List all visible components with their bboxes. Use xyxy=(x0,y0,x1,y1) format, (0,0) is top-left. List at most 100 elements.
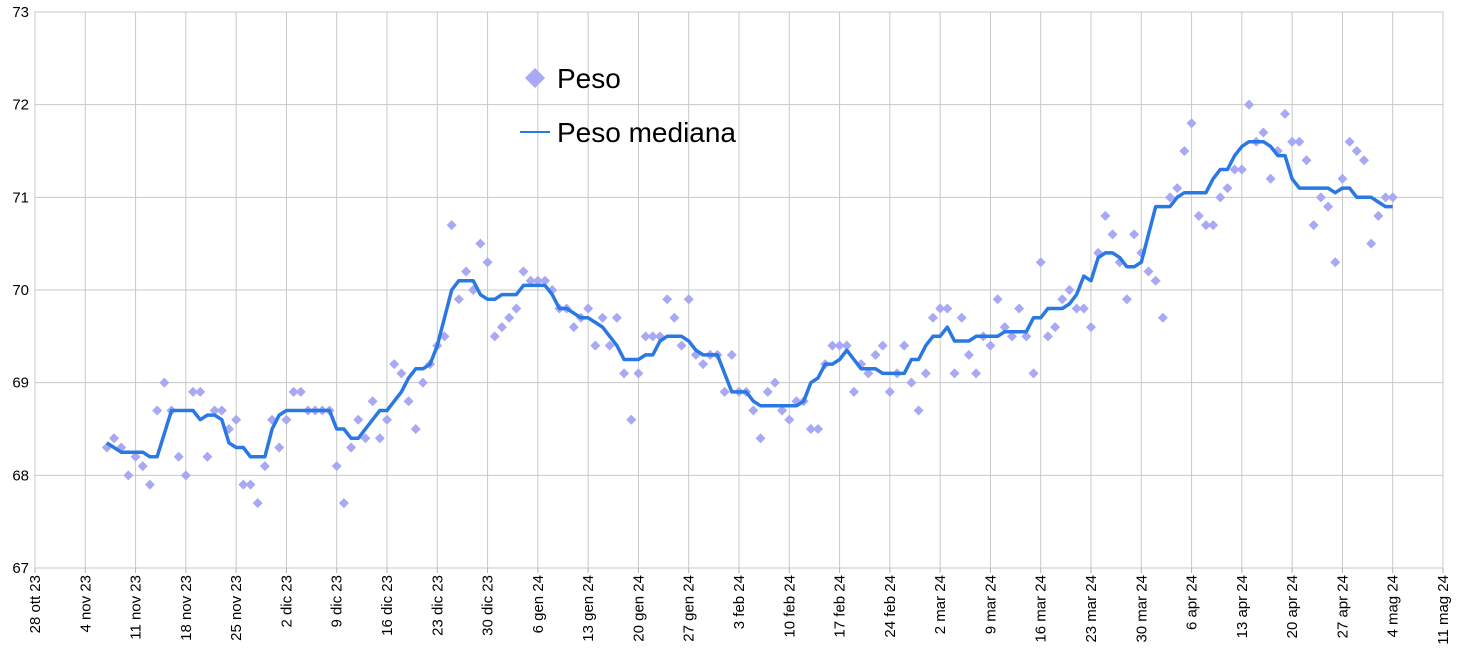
data-point xyxy=(906,377,917,388)
data-point xyxy=(518,266,529,277)
data-point xyxy=(245,479,256,490)
data-point xyxy=(374,433,385,444)
data-point xyxy=(295,386,306,397)
data-line xyxy=(105,139,1393,459)
data-point xyxy=(238,479,249,490)
data-point xyxy=(144,479,155,490)
x-tick-label: 27 apr 24 xyxy=(1334,575,1351,638)
data-point xyxy=(209,405,220,416)
data-point xyxy=(949,368,960,379)
data-point xyxy=(999,322,1010,333)
data-point xyxy=(1143,266,1154,277)
data-point xyxy=(1165,192,1176,203)
legend: Peso Peso mediana xyxy=(520,63,736,148)
data-point xyxy=(1208,220,1219,231)
data-point xyxy=(619,368,630,379)
data-point xyxy=(417,377,428,388)
x-tick-label: 24 feb 24 xyxy=(882,575,899,638)
data-point xyxy=(1086,322,1096,333)
data-point xyxy=(1028,368,1039,379)
data-point xyxy=(1107,229,1118,240)
data-point xyxy=(1121,294,1132,305)
data-point xyxy=(403,396,414,407)
data-point xyxy=(676,340,687,351)
data-point xyxy=(504,312,515,323)
data-point xyxy=(195,386,206,397)
data-point xyxy=(611,312,622,323)
x-tick-label: 11 mag 24 xyxy=(1435,575,1452,645)
y-tick-label: 69 xyxy=(12,375,29,392)
data-point xyxy=(583,303,594,314)
data-point xyxy=(841,340,852,351)
data-point xyxy=(1323,201,1334,212)
y-tick-label: 70 xyxy=(12,282,29,299)
data-point xyxy=(1042,331,1053,342)
data-point xyxy=(1330,257,1341,268)
data-point xyxy=(1222,183,1233,194)
y-tick-label: 73 xyxy=(12,4,29,21)
data-point xyxy=(1150,275,1161,286)
data-point xyxy=(180,470,191,481)
x-tick-label: 6 apr 24 xyxy=(1184,575,1201,630)
data-point xyxy=(1064,285,1075,295)
data-point xyxy=(532,275,543,286)
data-point xyxy=(123,470,134,481)
data-point xyxy=(1244,99,1255,110)
data-point xyxy=(590,340,601,351)
data-point xyxy=(719,386,730,397)
data-point xyxy=(633,368,644,379)
x-tick-label: 27 gen 24 xyxy=(681,575,698,642)
data-point xyxy=(1387,192,1398,203)
x-tick-label: 2 mar 24 xyxy=(932,575,949,634)
data-point xyxy=(1172,183,1183,194)
data-point xyxy=(640,331,651,342)
x-tick-label: 30 mar 24 xyxy=(1133,575,1150,643)
x-tick-label: 16 mar 24 xyxy=(1033,575,1050,643)
data-point xyxy=(748,405,759,416)
data-point xyxy=(805,424,816,434)
data-point xyxy=(992,294,1003,305)
x-tick-label: 13 apr 24 xyxy=(1234,575,1251,638)
data-point xyxy=(1057,294,1068,305)
data-point xyxy=(985,340,996,351)
data-point xyxy=(1200,220,1211,231)
data-point xyxy=(489,331,500,342)
data-point xyxy=(927,312,938,323)
data-point xyxy=(396,368,407,379)
legend-symbol xyxy=(525,68,545,88)
x-tick-label: 4 nov 23 xyxy=(77,575,94,633)
data-point xyxy=(877,340,888,351)
data-point xyxy=(1014,303,1025,314)
data-point xyxy=(604,340,615,351)
x-tick-label: 20 apr 24 xyxy=(1284,575,1301,638)
data-point xyxy=(870,349,881,360)
data-point xyxy=(446,220,457,231)
data-point xyxy=(848,386,859,397)
x-tick-label: 4 mag 24 xyxy=(1385,575,1402,638)
data-point xyxy=(1315,192,1326,203)
data-point xyxy=(1215,192,1226,203)
x-tick-label: 30 dic 23 xyxy=(480,575,497,636)
data-point xyxy=(913,405,924,416)
data-point xyxy=(1258,127,1269,138)
data-point xyxy=(813,424,824,434)
x-tick-label: 10 feb 24 xyxy=(781,575,798,638)
data-point xyxy=(784,414,795,425)
data-point xyxy=(281,414,292,425)
data-point xyxy=(971,368,982,379)
data-point xyxy=(568,322,579,333)
data-point xyxy=(1380,192,1391,203)
data-point xyxy=(942,303,953,314)
data-point xyxy=(152,405,163,416)
data-point xyxy=(1301,155,1312,166)
data-point xyxy=(216,405,227,416)
data-point xyxy=(1100,210,1111,221)
data-point xyxy=(461,266,472,277)
data-point xyxy=(827,340,838,351)
data-point xyxy=(1021,331,1032,342)
y-tick-label: 67 xyxy=(12,560,29,577)
data-point xyxy=(482,257,493,268)
data-point xyxy=(1287,136,1298,147)
legend-label: Peso xyxy=(557,63,621,94)
data-point xyxy=(834,340,845,351)
